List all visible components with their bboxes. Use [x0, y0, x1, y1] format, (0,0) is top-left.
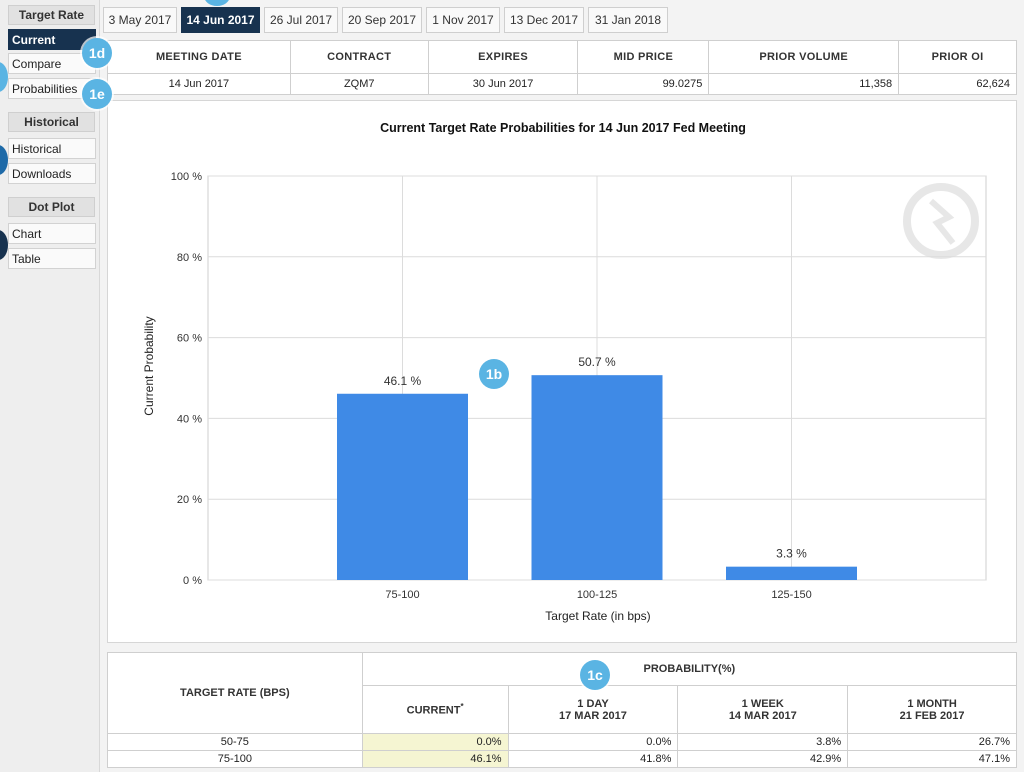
- logo-watermark-icon: [903, 183, 979, 259]
- tab-3-may-2017[interactable]: 3 May 2017: [103, 7, 177, 33]
- column-header-current: CURRENT*: [361, 685, 509, 734]
- callout-badge-1d: 1d: [82, 38, 112, 68]
- x-axis-label: Target Rate (in bps): [545, 609, 650, 623]
- y-tick-label: 0 %: [183, 575, 202, 587]
- sidebar-heading-historical: Historical: [8, 112, 95, 132]
- probability-group-header: PROBABILITY(%): [361, 652, 1018, 686]
- prior-oi-cell: 62,624: [898, 73, 1017, 95]
- bar-value-label: 3.3 %: [776, 547, 807, 561]
- callout-badge-1b: 1b: [479, 359, 509, 389]
- chart-panel: Current Target Rate Probabilities for 14…: [107, 100, 1017, 643]
- one-day-cell: 41.8%: [507, 750, 679, 768]
- column-header: PRIOR VOLUME: [708, 40, 900, 74]
- current-cell: 46.1%: [361, 750, 509, 768]
- tab-1-nov-2017[interactable]: 1 Nov 2017: [426, 7, 500, 33]
- tab-31-jan-2018[interactable]: 31 Jan 2018: [588, 7, 668, 33]
- y-tick-label: 60 %: [177, 333, 202, 345]
- one-week-cell: 42.9%: [677, 750, 849, 768]
- y-axis-label: Current Probability: [142, 316, 156, 415]
- bar-75-100[interactable]: [337, 393, 468, 580]
- contract-cell: ZQM7: [289, 73, 429, 95]
- prior-volume-cell: 11,358: [708, 73, 900, 95]
- column-header: CONTRACT: [289, 40, 429, 74]
- table-row: 50-75 0.0% 0.0% 3.8% 26.7%: [107, 733, 1017, 751]
- column-header: MID PRICE: [577, 40, 710, 74]
- bar-125-150[interactable]: [726, 566, 857, 580]
- one-day-cell: 0.0%: [507, 733, 679, 751]
- target-rate-header: TARGET RATE (BPS): [107, 652, 363, 734]
- callout-badge-1c: 1c: [580, 660, 610, 690]
- sidebar-item-table[interactable]: Table: [8, 248, 96, 269]
- sidebar-heading-target-rate: Target Rate: [8, 5, 95, 25]
- sidebar-item-compare[interactable]: Compare: [8, 53, 96, 74]
- y-tick-label: 20 %: [177, 494, 202, 506]
- rate-cell: 50-75: [107, 733, 363, 751]
- sidebar-item-downloads[interactable]: Downloads: [8, 163, 96, 184]
- y-tick-label: 40 %: [177, 413, 202, 425]
- table-row: 75-100 46.1% 41.8% 42.9% 47.1%: [107, 750, 1017, 768]
- sidebar-item-chart[interactable]: Chart: [8, 223, 96, 244]
- tab-13-dec-2017[interactable]: 13 Dec 2017: [504, 7, 584, 33]
- sidebar: Target Rate Current Compare Probabilitie…: [0, 0, 100, 772]
- probability-chart: Current Target Rate Probabilities for 14…: [142, 121, 987, 623]
- current-cell: 0.0%: [361, 733, 509, 751]
- expires-cell: 30 Jun 2017: [427, 73, 579, 95]
- sidebar-item-historical[interactable]: Historical: [8, 138, 96, 159]
- tab-14-jun-2017[interactable]: 14 Jun 2017: [181, 7, 260, 33]
- tab-20-sep-2017[interactable]: 20 Sep 2017: [342, 7, 422, 33]
- y-tick-label: 80 %: [177, 252, 202, 264]
- sidebar-item-current[interactable]: Current: [8, 29, 96, 50]
- meeting-date-cell: 14 Jun 2017: [107, 73, 291, 95]
- column-header-1-month: 1 MONTH 21 FEB 2017: [847, 685, 1017, 734]
- one-week-cell: 3.8%: [677, 733, 849, 751]
- x-tick-label: 75-100: [385, 589, 419, 601]
- edge-marker: [204, 0, 230, 6]
- y-tick-label: 100 %: [171, 171, 202, 183]
- probability-table: TARGET RATE (BPS) PROBABILITY(%) CURRENT…: [107, 652, 1018, 768]
- bar-value-label: 50.7 %: [578, 355, 616, 369]
- edge-marker: [0, 230, 8, 260]
- x-tick-label: 100-125: [577, 589, 617, 601]
- meeting-info-table: MEETING DATE CONTRACT EXPIRES MID PRICE …: [107, 40, 1017, 95]
- one-month-cell: 26.7%: [847, 733, 1017, 751]
- bar-100-125[interactable]: [531, 375, 663, 580]
- edge-marker: [0, 145, 8, 175]
- sidebar-heading-dot-plot: Dot Plot: [8, 197, 95, 217]
- x-tick-label: 125-150: [771, 589, 811, 601]
- mid-price-cell: 99.0275: [577, 73, 710, 95]
- column-header: MEETING DATE: [107, 40, 291, 74]
- chart-title: Current Target Rate Probabilities for 14…: [380, 121, 746, 135]
- sidebar-item-probabilities[interactable]: Probabilities: [8, 78, 96, 99]
- tab-26-jul-2017[interactable]: 26 Jul 2017: [264, 7, 338, 33]
- column-header: PRIOR OI: [898, 40, 1017, 74]
- bar-value-label: 46.1 %: [384, 374, 422, 388]
- one-month-cell: 47.1%: [847, 750, 1017, 768]
- column-header-1-day: 1 DAY 17 MAR 2017: [507, 685, 679, 734]
- callout-badge-1e: 1e: [82, 79, 112, 109]
- column-header: EXPIRES: [427, 40, 579, 74]
- edge-marker: [0, 62, 8, 92]
- rate-cell: 75-100: [107, 750, 363, 768]
- column-header-1-week: 1 WEEK 14 MAR 2017: [677, 685, 849, 734]
